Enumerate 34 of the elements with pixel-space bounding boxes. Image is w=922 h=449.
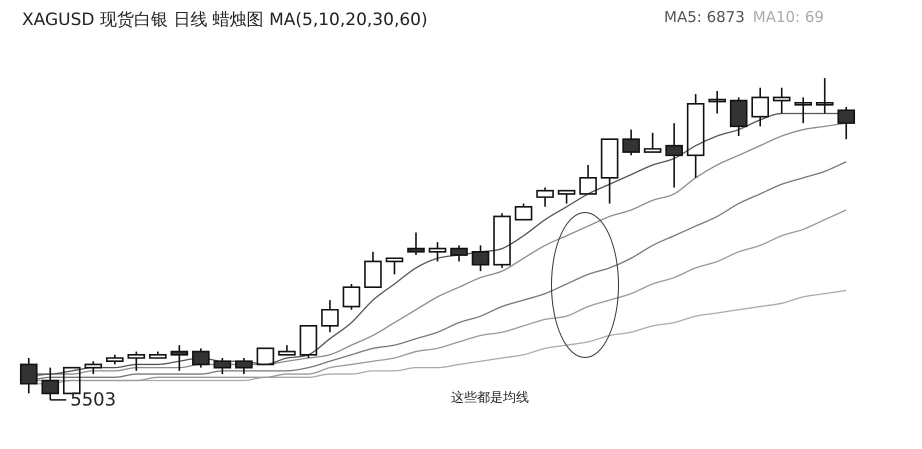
chart-title: XAGUSD 现货白银 日线 蜡烛图 MA(5,10,20,30,60) [22,9,428,31]
annotation: 这些都是均线 [451,390,529,406]
text: MA5: 6873 [664,8,745,26]
candlestick [20,357,38,394]
candlestick [558,190,576,204]
candlestick [493,212,511,269]
candlestick [407,232,425,256]
text: MA10: 69 [752,8,824,26]
candlestick [214,357,232,375]
candlestick [772,86,791,114]
candlestick [600,138,618,204]
annotation: 5503 [70,390,116,410]
candlestick [751,86,769,128]
candlestick [321,299,339,334]
candlestick [816,77,834,114]
candlestick [579,164,597,195]
candlestick [708,90,726,114]
candlestick [386,257,404,276]
candlestick [84,360,102,375]
candlestick [794,96,812,124]
candlestick [364,251,382,288]
candlestick [730,96,748,137]
candlestick [622,128,640,156]
candlestick [536,186,554,208]
candlestick [128,350,146,372]
candlestick [235,357,253,375]
candlestick [450,244,468,262]
candlestick [428,241,446,262]
candlestick [686,93,704,179]
candlestick [665,122,683,188]
candlestick [644,132,662,153]
candlestick [837,106,856,140]
candlestick [170,344,188,372]
candlestick [472,244,490,272]
